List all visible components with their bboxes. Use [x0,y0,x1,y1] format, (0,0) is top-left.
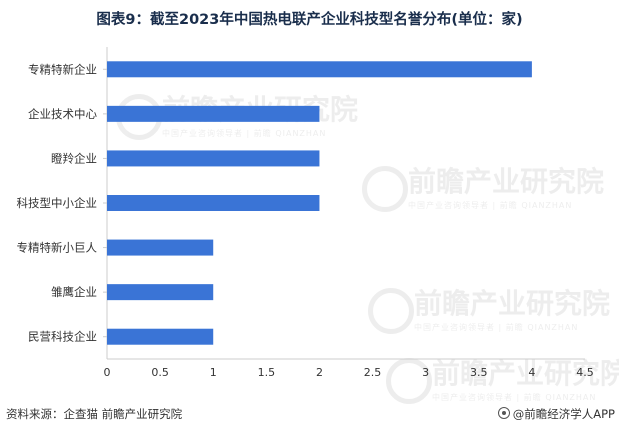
x-tick-label: 1.5 [258,366,276,379]
x-tick-label: 2.5 [364,366,382,379]
bar [107,328,214,345]
bar [107,105,320,122]
x-tick-label: 2 [316,366,323,379]
bar [107,195,320,211]
bar [107,239,214,256]
chart-title: 图表9：截至2023年中国热电联产企业科技型名誉分布(单位：家) [96,12,523,28]
x-tick-label: 4 [528,366,535,379]
x-tick-label: 0 [104,366,111,379]
x-tick-label: 3.5 [470,366,488,379]
bar [107,61,532,78]
brand-credit-text: @前瞻经济学人APP [512,407,615,421]
x-tick-label: 1 [210,366,217,379]
x-tick-label: 0.5 [151,366,169,379]
y-tick-label: 专精特新小巨人 [17,241,98,255]
y-tick-label: 科技型中小企业 [17,196,98,210]
y-tick-label: 雏鹰企业 [51,285,97,299]
brand-credit: @前瞻经济学人APP [497,406,615,422]
y-tick-label: 瞪羚企业 [51,151,97,165]
brand-logo-icon [497,407,510,419]
x-tick-label: 4.5 [576,366,594,379]
x-tick-label: 3 [422,366,429,379]
bar [107,150,320,167]
y-tick-label: 民营科技企业 [28,330,97,344]
y-tick-label: 专精特新企业 [28,62,97,76]
source-note: 资料来源：企查猫 前瞻产业研究院 [6,407,183,421]
bar [107,284,214,301]
y-tick-label: 企业技术中心 [28,107,97,121]
